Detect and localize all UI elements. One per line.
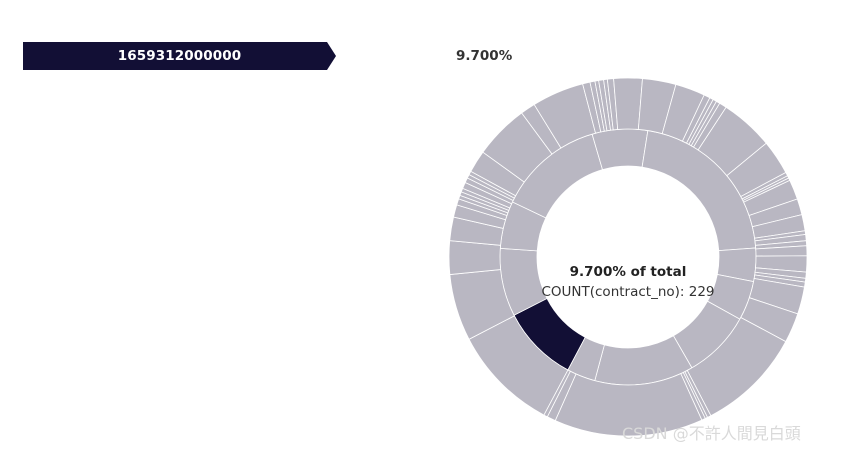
sunburst-outer-segment[interactable]: [543, 369, 571, 418]
sunburst-inner-segment[interactable]: [591, 128, 649, 171]
center-percentage-label: 9.700% of total: [569, 264, 687, 280]
breadcrumb-arrow-shape: [23, 42, 336, 70]
watermark: CSDN @不許人間見白頭: [622, 424, 801, 443]
breadcrumb-label: 1659312000000: [117, 48, 242, 64]
breadcrumb[interactable]: 1659312000000: [23, 42, 336, 70]
center-metric-label: COUNT(contract_no): 229: [541, 284, 715, 300]
selected-percentage-label: 9.700%: [456, 48, 513, 64]
sunburst-outer-segment[interactable]: [448, 240, 502, 275]
sunburst-outer-segment[interactable]: [613, 77, 643, 130]
